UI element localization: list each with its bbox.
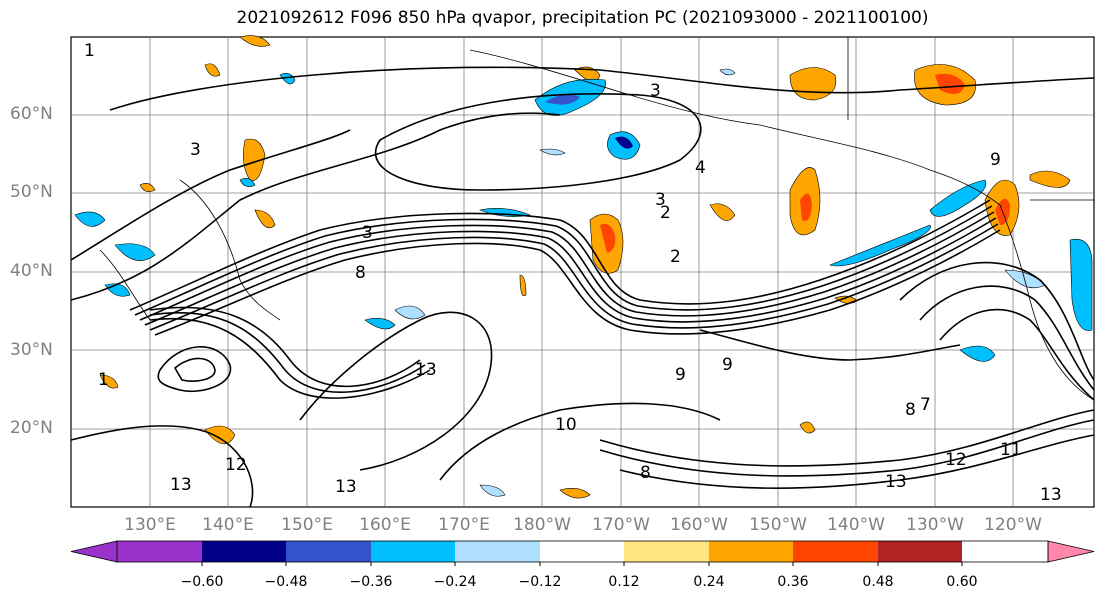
contour-label: 7 <box>920 395 931 415</box>
colorbar-tick-label: −0.36 <box>349 574 393 590</box>
map-panel <box>70 35 1095 508</box>
lat-label: 60°N <box>10 104 53 124</box>
contour-label: 8 <box>640 463 651 483</box>
contour-label: 13 <box>335 477 357 497</box>
contour-label: 2 <box>670 247 681 267</box>
lon-label: 130°W <box>906 515 964 535</box>
lat-label: 40°N <box>10 261 53 281</box>
coastlines <box>99 37 1095 401</box>
colorbar-segment <box>117 541 202 562</box>
colorbar-tick-label: 0.48 <box>862 574 894 590</box>
colorbar-segment <box>202 541 286 562</box>
colorbar-segment <box>709 541 793 562</box>
lat-label: 30°N <box>10 340 53 360</box>
colorbar-tick-label: −0.24 <box>433 574 477 590</box>
colorbar-tick-label: −0.60 <box>180 574 224 590</box>
contour-label: 3 <box>190 140 201 160</box>
lat-label: 50°N <box>10 182 53 202</box>
contour-label: 12 <box>945 450 967 470</box>
contour-label: 9 <box>722 355 733 375</box>
contour-label: 13 <box>415 360 437 380</box>
colorbar-tick-label: −0.48 <box>264 574 308 590</box>
lon-label: 140°E <box>202 515 254 535</box>
colorbar-segment <box>624 541 709 562</box>
colorbar-tick-label: 0.24 <box>693 574 725 590</box>
contour-label: 8 <box>905 400 916 420</box>
colorbar-segment <box>371 541 455 562</box>
lon-label: 160°E <box>359 515 411 535</box>
precip-shading <box>74 35 1093 499</box>
contour-label: 1 <box>98 370 109 390</box>
colorbar-segment <box>540 541 624 562</box>
lon-label: 170°W <box>592 515 650 535</box>
lon-label: 140°W <box>827 515 885 535</box>
lon-label: 170°E <box>438 515 490 535</box>
colorbar-tick-label: 0.12 <box>608 574 640 590</box>
contour-label: 2 <box>660 203 671 223</box>
lon-label: 150°W <box>749 515 807 535</box>
contour-label: 13 <box>170 475 192 495</box>
contour-label: 13 <box>1040 485 1062 505</box>
colorbar-segment <box>878 541 962 562</box>
colorbar-tick-label: −0.12 <box>518 574 562 590</box>
colorbar-tick-label: 0.36 <box>777 574 809 590</box>
colorbar-border <box>116 540 1049 563</box>
contour-label: 4 <box>695 158 706 178</box>
contour-label: 1 <box>84 41 95 61</box>
contour-label: 9 <box>675 365 686 385</box>
contour-label: 9 <box>990 150 1001 170</box>
contour-label: 8 <box>355 263 366 283</box>
colorbar-segment <box>793 541 878 562</box>
lon-label: 130°E <box>124 515 176 535</box>
colorbar-segment <box>455 541 540 562</box>
contour-labels: 1 3 3 4 3 2 2 3 8 13 13 9 9 8 10 12 13 1… <box>84 41 1062 505</box>
lon-label: 120°W <box>984 515 1042 535</box>
colorbar-extend-low <box>70 540 118 563</box>
contour-label: 3 <box>362 223 373 243</box>
colorbar-segment <box>286 541 371 562</box>
contour-label: 3 <box>650 81 661 101</box>
map-title: 2021092612 F096 850 hPa qvapor, precipit… <box>236 8 929 28</box>
contour-label: 13 <box>885 472 907 492</box>
qvapor-contours <box>70 66 1095 508</box>
lat-label: 20°N <box>10 418 53 438</box>
colorbar <box>70 540 1095 566</box>
lon-label: 180°W <box>513 515 571 535</box>
contour-label: 12 <box>225 455 247 475</box>
contour-label: 3 <box>655 190 666 210</box>
colorbar-tick-label: 0.60 <box>946 574 978 590</box>
contour-label: 10 <box>555 415 577 435</box>
lon-label: 160°W <box>670 515 728 535</box>
lon-label: 150°E <box>281 515 333 535</box>
contour-label: 11 <box>1000 440 1022 460</box>
colorbar-extend-high <box>1047 540 1095 563</box>
